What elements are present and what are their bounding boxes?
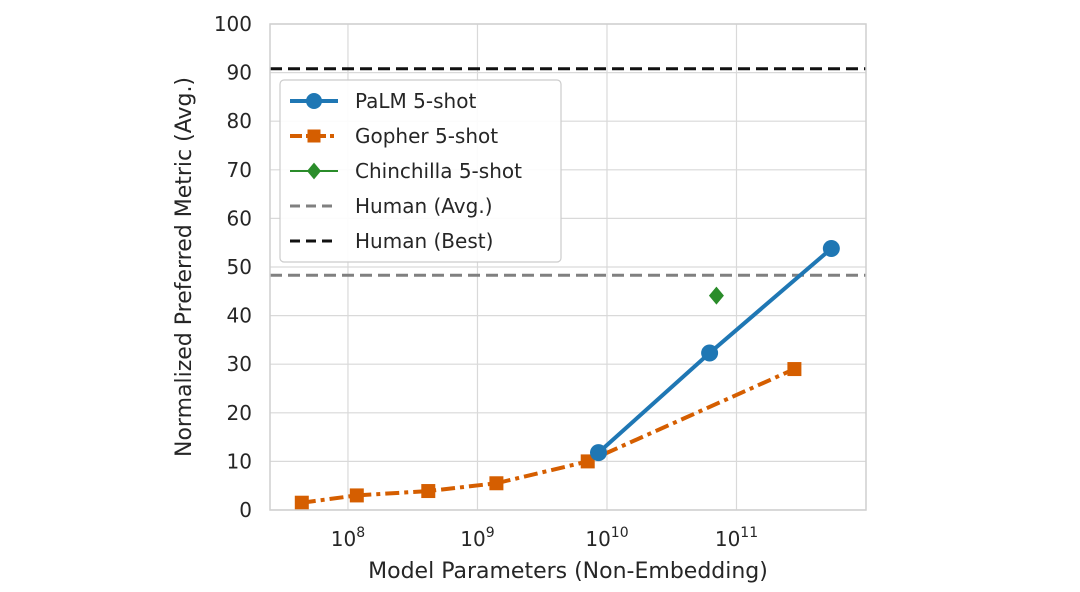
reference-lines [270,67,866,277]
y-tick-label: 40 [227,304,252,328]
legend-item: Chinchilla 5-shot [290,159,522,183]
legend-label: Human (Avg.) [355,194,493,218]
y-tick-label: 30 [227,352,252,376]
legend-item: PaLM 5-shot [290,89,476,113]
data-point [349,488,364,503]
legend-label: Human (Best) [355,229,493,253]
data-point [580,454,595,469]
legend-item: Human (Best) [290,229,493,253]
legend-label: PaLM 5-shot [355,89,476,113]
x-axis-label: Model Parameters (Non-Embedding) [368,559,768,584]
legend-label: Gopher 5-shot [355,124,498,148]
y-tick-label: 90 [227,61,252,85]
legend-swatch-marker [307,129,321,143]
y-tick-label: 50 [227,255,252,279]
data-point [489,476,504,491]
y-tick-label: 0 [239,498,252,522]
y-axis-label: Normalized Preferred Metric (Avg.) [172,77,197,457]
data-point [787,362,802,377]
legend-swatch-marker [307,162,321,180]
y-tick-label: 80 [227,109,252,133]
y-tick-label: 60 [227,206,252,230]
series [294,240,840,510]
legend-swatch-marker [306,93,322,109]
data-point [708,286,724,305]
legend: PaLM 5-shot Gopher 5-shot Chinchilla 5-sho… [279,79,562,263]
x-tick-label: 1011 [715,525,758,551]
series-line [301,367,796,505]
data-point [421,484,436,499]
legend-item: Human (Avg.) [290,194,493,218]
y-tick-label: 70 [227,158,252,182]
data-point [294,495,309,510]
legend-box [279,79,562,263]
x-tick-label: 109 [460,525,494,551]
y-tick-label: 100 [214,12,252,36]
series-gopher-5-shot [294,362,802,510]
series-chinchilla-5-shot [708,286,724,305]
data-point [701,344,719,362]
y-tick-label: 20 [227,401,252,425]
data-point [590,444,608,462]
legend-label: Chinchilla 5-shot [355,159,522,183]
x-tick-label: 1010 [585,525,628,551]
data-point [822,240,840,258]
y-tick-label: 10 [227,449,252,473]
series-palm-5-shot [590,240,840,462]
x-tick-label: 108 [331,525,365,551]
legend-item: Gopher 5-shot [290,124,498,148]
tick-labels: 0 10 20 30 40 50 60 70 80 90 100 108 109 1010 1011 [214,12,758,551]
plot-frame [269,23,867,511]
